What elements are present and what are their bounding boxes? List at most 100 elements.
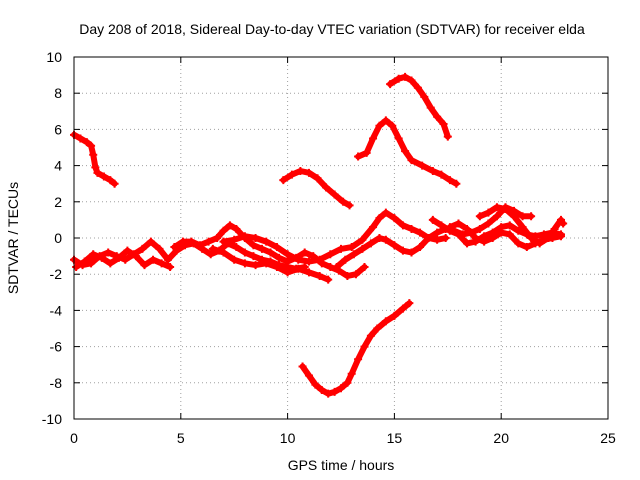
data-point xyxy=(484,219,493,228)
data-point xyxy=(294,255,303,264)
series-arc-4 xyxy=(386,72,452,141)
data-point xyxy=(166,262,175,271)
data-point xyxy=(219,226,228,235)
y-tick-label: 6 xyxy=(54,121,62,137)
data-point xyxy=(104,248,113,257)
data-point xyxy=(557,232,566,241)
data-point xyxy=(514,239,523,248)
data-point xyxy=(437,221,446,230)
data-point xyxy=(445,223,454,232)
x-tick-label: 5 xyxy=(177,430,185,446)
data-point xyxy=(140,261,149,270)
data-point xyxy=(390,241,399,250)
data-point xyxy=(324,275,333,284)
data-point xyxy=(279,176,288,185)
data-point xyxy=(386,80,395,89)
data-point xyxy=(439,119,448,128)
data-point xyxy=(492,212,501,221)
data-point xyxy=(251,261,260,270)
data-point xyxy=(330,190,339,199)
data-point xyxy=(240,248,249,257)
data-point xyxy=(339,197,348,206)
data-point xyxy=(330,387,339,396)
data-point xyxy=(428,167,437,176)
data-point xyxy=(441,234,450,242)
data-point xyxy=(272,243,281,252)
chart-title: Day 208 of 2018, Sidereal Day-to-day VTE… xyxy=(79,21,585,37)
data-point xyxy=(463,224,472,233)
x-tick-label: 25 xyxy=(600,430,616,446)
data-point xyxy=(369,134,378,143)
data-point xyxy=(304,268,313,277)
data-point xyxy=(311,380,320,389)
data-point xyxy=(550,224,559,233)
data-point xyxy=(324,389,333,398)
data-point xyxy=(394,134,403,143)
data-point xyxy=(433,235,442,244)
data-point xyxy=(155,244,164,253)
data-point xyxy=(283,268,292,277)
data-point xyxy=(381,116,390,125)
data-point xyxy=(488,234,497,242)
data-point xyxy=(381,235,390,244)
data-point xyxy=(249,241,258,250)
data-point xyxy=(82,138,91,147)
data-point xyxy=(272,262,281,271)
data-point xyxy=(420,92,429,101)
data-point xyxy=(170,243,179,252)
data-point xyxy=(287,170,296,179)
data-point xyxy=(313,174,322,183)
data-point xyxy=(322,183,331,192)
data-point xyxy=(347,369,356,378)
data-point xyxy=(398,304,407,313)
data-point xyxy=(163,255,172,264)
data-point xyxy=(418,161,427,170)
data-point xyxy=(240,232,249,241)
data-point xyxy=(240,259,249,268)
data-point xyxy=(106,259,115,268)
data-point xyxy=(225,221,234,230)
y-tick-label: -6 xyxy=(50,339,63,355)
data-point xyxy=(123,246,132,255)
data-point xyxy=(505,230,514,239)
data-point xyxy=(146,237,155,246)
data-point xyxy=(121,255,130,264)
data-point xyxy=(343,272,352,281)
data-point xyxy=(266,248,275,257)
data-point xyxy=(337,244,345,253)
series-line xyxy=(71,131,118,187)
data-point xyxy=(358,244,367,253)
data-point xyxy=(275,253,284,262)
data-point xyxy=(110,179,119,188)
data-point xyxy=(544,234,553,242)
data-point xyxy=(369,223,378,232)
data-point xyxy=(138,244,147,253)
data-point xyxy=(475,212,484,221)
data-point xyxy=(360,342,369,351)
data-point xyxy=(87,141,96,150)
y-tick-label: 8 xyxy=(54,85,62,101)
axis-ticks: 0 5 10 15 20 25 -10 -8 -6 -4 -2 0 2 4 6 8 10 xyxy=(42,49,616,446)
data-point xyxy=(407,224,416,233)
y-tick-label: -10 xyxy=(42,411,62,427)
data-point xyxy=(492,203,501,212)
data-point xyxy=(373,324,382,333)
data-point xyxy=(514,226,523,235)
data-point xyxy=(326,250,335,259)
y-tick-label: -4 xyxy=(50,302,63,318)
data-point xyxy=(317,386,326,395)
data-point xyxy=(413,83,422,92)
data-point xyxy=(401,147,410,156)
data-point xyxy=(232,243,241,252)
series-arc-2 xyxy=(279,167,354,210)
data-point xyxy=(131,252,140,261)
data-point xyxy=(304,257,313,266)
series-arc-3 xyxy=(354,116,461,188)
data-point xyxy=(332,262,341,271)
data-point xyxy=(360,262,369,271)
data-point xyxy=(249,252,258,261)
series-arc-9 xyxy=(208,244,333,284)
data-point xyxy=(390,214,399,223)
data-point xyxy=(345,201,354,210)
